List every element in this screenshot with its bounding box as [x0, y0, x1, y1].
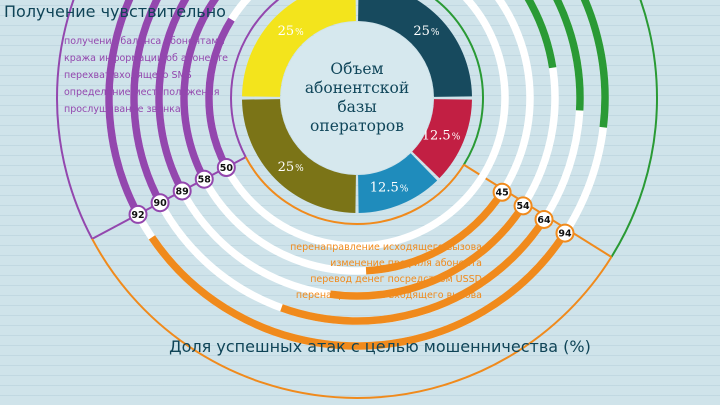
value-badge: 50: [216, 157, 236, 177]
value-label: 94: [558, 228, 572, 239]
value-badge: 58: [194, 169, 214, 189]
bar-category-label: определение местоположения: [64, 87, 219, 98]
value-badge-circle: [150, 193, 170, 213]
slice-unit: %: [431, 28, 440, 38]
orange-sector-inner-arc: [244, 156, 465, 225]
sector-titles: Получение чувствительно Доля успешных ат…: [4, 2, 591, 356]
value-badge: 89: [172, 181, 192, 201]
bar-category-label: перевод денег посредством USSD: [310, 274, 482, 285]
purple-sector-inner-arc: [230, 0, 280, 158]
purple-bar: [105, 0, 142, 217]
value-badge: 94: [555, 223, 575, 243]
bar-category-label: перехват входящего SMS: [64, 70, 192, 81]
purple-bar: [205, 17, 235, 170]
value-label: 58: [198, 175, 212, 186]
bar-category-label: прослушивание звонка: [64, 104, 181, 115]
value-badge-circle: [513, 196, 533, 216]
donut-slice: [358, 153, 438, 213]
bar-category-label: перенаправление входящего вызова: [296, 290, 482, 301]
value-badge-circle: [194, 169, 214, 189]
value-badge: 90: [150, 193, 170, 213]
value-badge: 54: [513, 196, 533, 216]
value-label: 89: [176, 186, 189, 197]
value-label: 90: [153, 198, 167, 209]
donut-title-line-2: абонентской: [305, 79, 409, 97]
purple-bar: [180, 0, 220, 181]
slice-value: 25: [413, 24, 430, 39]
value-badge: 92: [128, 204, 148, 224]
donut-title-line-3: базы: [337, 98, 376, 116]
value-badge-circle: [534, 209, 554, 229]
donut-slice: [242, 0, 356, 97]
purple-bar: [155, 0, 190, 193]
slice-unit: %: [295, 28, 304, 38]
bar-category-label: изменение профиля абонента: [330, 258, 482, 269]
orange-bar: [280, 217, 548, 325]
donut-title-line-1: Объем: [330, 60, 383, 78]
bar-category-label: кража информации об абоненте: [64, 53, 228, 64]
orange-bar: [329, 203, 527, 300]
donut-slice: [242, 99, 356, 213]
slice-unit: %: [400, 185, 409, 195]
orange-sector-title: Доля успешных атак с целью мошенничества…: [169, 337, 591, 356]
donut-hole: [281, 22, 433, 174]
slice-value: 25: [278, 24, 295, 39]
green-sector-inner-arc: [434, 0, 484, 166]
donut-slice: [412, 99, 472, 179]
purple-sector-outer-arc: [56, 0, 94, 240]
value-label: 50: [220, 163, 234, 174]
value-badge: 64: [534, 209, 554, 229]
value-badge-circle: [216, 157, 236, 177]
bar-category-label: получение баланса абонентами: [64, 36, 225, 47]
purple-bar: [130, 0, 164, 205]
green-bar: [580, 0, 609, 128]
slice-unit: %: [295, 164, 304, 174]
value-label: 45: [495, 188, 508, 199]
value-badges: 50 58 89 90 92 45 54 64 94: [128, 157, 575, 243]
green-bar: [553, 0, 584, 111]
bar-labels: прослушивание звонка определение местопол…: [64, 36, 482, 301]
value-label: 54: [516, 201, 530, 212]
bar-category-label: перенаправление исходящего вызова: [290, 242, 482, 253]
value-label: 92: [131, 210, 144, 221]
donut-chart: 25 %12.5 %12.5 %25 %25%: [242, 0, 472, 213]
slice-value: 12.5: [370, 181, 399, 196]
value-badge: 45: [492, 182, 512, 202]
orange-bar: [365, 190, 506, 275]
value-label: 64: [537, 215, 551, 226]
slice-value: 12.5: [422, 129, 451, 144]
value-badge-circle: [555, 223, 575, 243]
slice-unit: %: [452, 133, 461, 143]
slice-value: 25: [278, 160, 295, 175]
green-sector-outer-arc: [610, 0, 658, 258]
green-bar: [524, 0, 557, 69]
value-badge-circle: [492, 182, 512, 202]
value-badge-circle: [128, 204, 148, 224]
orange-sector-divider: [463, 163, 612, 258]
donut-slice: [358, 0, 472, 97]
value-badge-circle: [172, 181, 192, 201]
purple-sector-title: Получение чувствительно: [4, 2, 226, 21]
donut-title: Объем абонентской базы операторов: [305, 60, 409, 135]
orange-sector-outer-arc: [91, 238, 613, 399]
radial-bars: [105, 0, 609, 350]
orange-bar: [148, 231, 569, 350]
donut-title-line-4: операторов: [310, 117, 404, 135]
